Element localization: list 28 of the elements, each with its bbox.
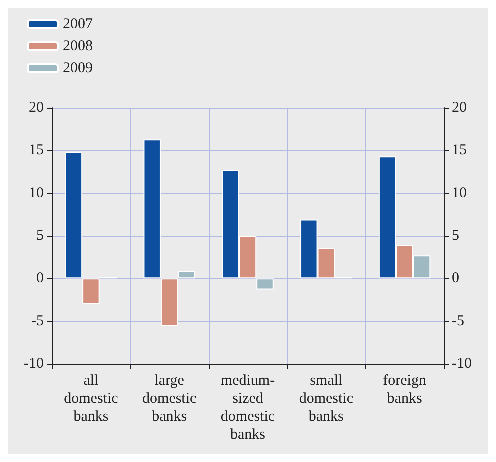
y2-tick-label: -5 [452, 313, 464, 330]
y-tick-label: 5 [36, 228, 44, 244]
bar [65, 152, 83, 279]
y-tick-label: 20 [29, 100, 44, 116]
y2-tick-label: 5 [452, 228, 460, 244]
bar [82, 278, 100, 304]
bar [178, 270, 196, 279]
y-tick-label: -10 [24, 356, 44, 372]
y2-tick-label: -10 [452, 356, 472, 372]
legend-label: 2009 [63, 60, 93, 76]
y2-tick-label: 0 [452, 270, 460, 287]
y-tick-label: 15 [29, 142, 44, 159]
x-tick-label: small domestic banks [299, 373, 354, 425]
x-tick-label: foreign banks [383, 373, 427, 407]
x-tick-label: large domestic banks [142, 373, 198, 425]
x-tick-label: medium- sized domestic banks [220, 373, 276, 443]
bar [144, 140, 161, 279]
legend-label: 2007 [63, 16, 94, 32]
y2-tick-label: 10 [452, 185, 467, 202]
y2-tick-label: 15 [452, 142, 467, 159]
y-tick-label: -5 [32, 313, 44, 330]
x-tick-label: all domestic banks [64, 373, 119, 425]
bar [256, 278, 274, 290]
y2-tick-label: 20 [452, 100, 467, 116]
y-tick-label: 10 [29, 185, 44, 202]
bar [160, 278, 178, 326]
y-tick-label: 0 [36, 270, 44, 287]
legend-label: 2008 [63, 38, 93, 54]
